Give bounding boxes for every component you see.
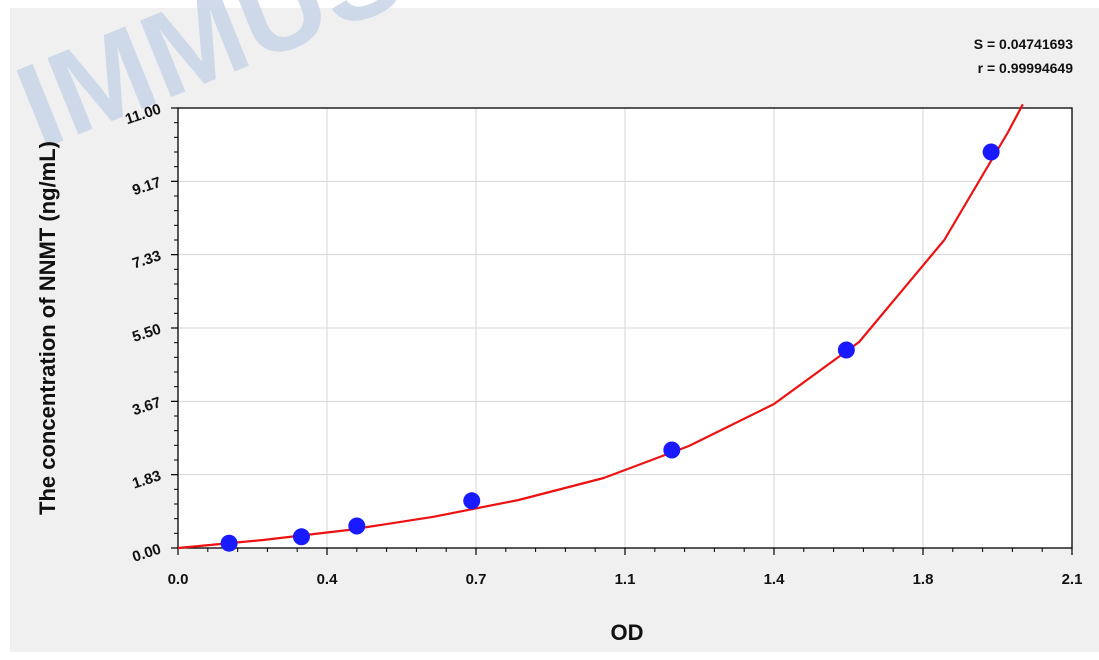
x-tick-label: 0.7 [466, 571, 487, 588]
x-tick-label: 0.4 [317, 571, 339, 588]
y-axis-label: The concentration of NNMT (ng/mL) [35, 141, 60, 515]
data-point [663, 441, 681, 459]
data-point [348, 517, 366, 535]
y-tick-label: 7.33 [130, 247, 163, 272]
y-tick-label: 0.00 [130, 541, 163, 566]
stat-r: r = 0.99994649 [977, 60, 1073, 76]
data-point [292, 528, 310, 546]
data-point [837, 341, 855, 359]
plot-frame [177, 107, 1073, 549]
fit-curve [177, 103, 1024, 550]
y-tick-label: 1.83 [130, 467, 163, 492]
x-tick-label: 1.4 [764, 571, 786, 588]
y-tick-label: 3.67 [130, 394, 163, 419]
data-point [982, 143, 1000, 161]
data-point [220, 534, 238, 552]
x-axis-label: OD [610, 620, 644, 645]
x-tick-label: 1.1 [615, 571, 636, 588]
x-tick-label: 2.1 [1062, 571, 1083, 588]
stat-s: S = 0.04741693 [973, 36, 1073, 52]
y-tick-label: 5.50 [130, 321, 163, 346]
plot-area: 0.0 0.4 0.7 1.1 1.4 1.8 2.1 0.00 1.83 3.67 5.50 7.3… [123, 101, 1082, 588]
x-tick-label: 0.0 [168, 571, 189, 588]
x-tick-label: 1.8 [913, 571, 934, 588]
y-tick-label: 9.17 [130, 174, 163, 199]
data-point [463, 492, 481, 510]
